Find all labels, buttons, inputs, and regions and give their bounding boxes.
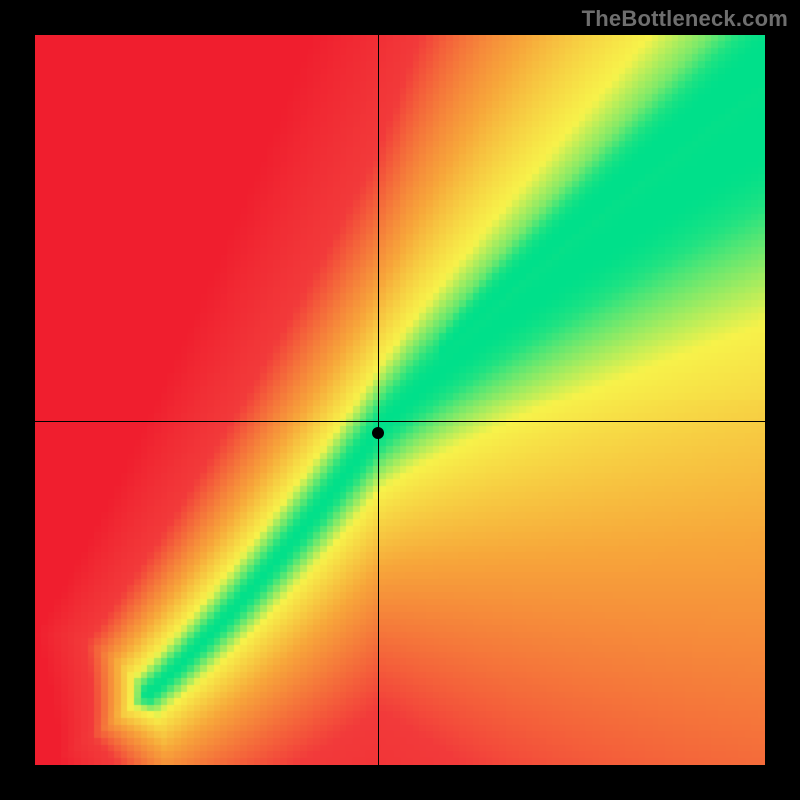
- watermark-text: TheBottleneck.com: [582, 6, 788, 32]
- bottleneck-heatmap: [35, 35, 765, 765]
- crosshair-vertical: [378, 35, 379, 765]
- crosshair-horizontal: [35, 421, 765, 422]
- chart-frame: TheBottleneck.com: [0, 0, 800, 800]
- operating-point-marker: [372, 427, 384, 439]
